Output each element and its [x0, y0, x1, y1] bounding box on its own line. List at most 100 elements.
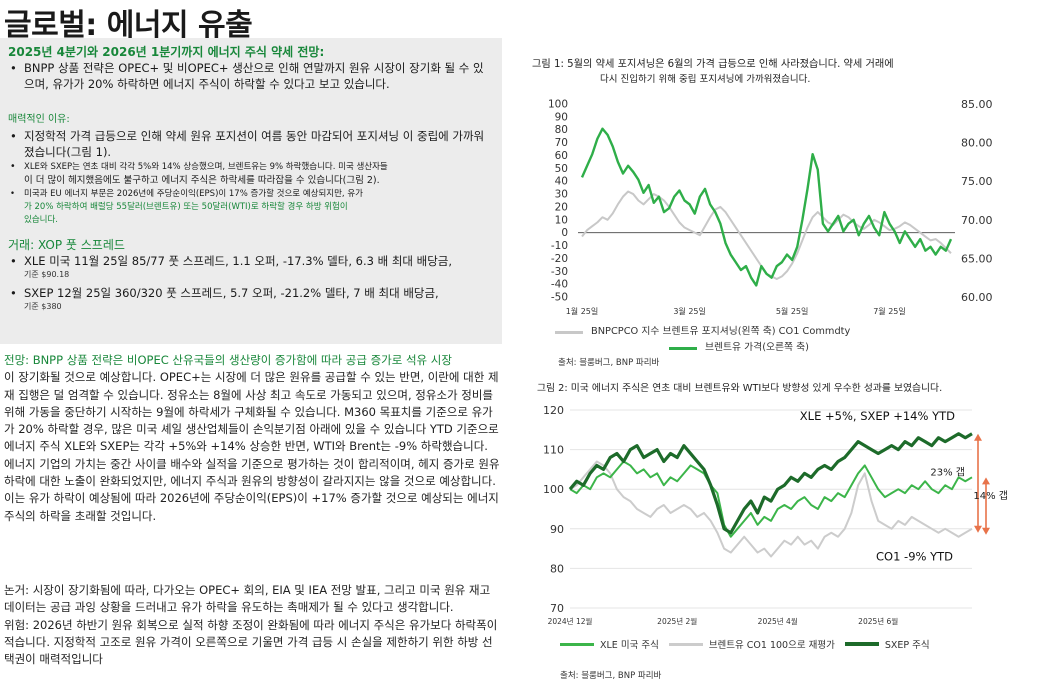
chart1-caption-line2: 다시 진입하기 위해 중립 포지셔닝에 가까워졌습니다. [600, 74, 811, 85]
chart2-y-tick: 70 [550, 602, 564, 615]
chart1-x-tick: 3월 25일 [673, 306, 706, 316]
chart1-y-left-tick: 30 [555, 189, 568, 201]
chart2-legend-brent: 브렌트유 CO1 100으로 재평가 [668, 637, 835, 651]
chart2-y-tick: 110 [543, 444, 564, 457]
reason-1: 지정학적 가격 급등으로 인해 약세 원유 포지션이 여름 동안 마감되어 포지… [8, 128, 494, 160]
chart2-x-tick: 2025년 6월 [858, 616, 898, 626]
reason-2: XLE와 SXEP는 연초 대비 각각 5%와 14% 상승했으며, 브렌트유는… [8, 160, 494, 188]
chart2-legend: XLE 미국 주식 브렌트유 CO1 100으로 재평가 SXEP 주식 [560, 637, 930, 651]
chart2-y-tick: 100 [543, 483, 564, 496]
chart1-y-left-tick: 0 [561, 227, 568, 239]
reason-2-line2: 이 더 많이 헤지했음에도 불구하고 에너지 주식은 하락세를 따라잡을 수 있… [24, 175, 380, 186]
legend-label-xle: XLE 미국 주식 [600, 640, 659, 651]
chart1-legend-positioning: BNPCPCO 지수 브렌트유 포지셔닝(왼쪽 축) CO1 Commdty [555, 324, 1015, 340]
chart1-x-tick: 1월 25일 [566, 306, 599, 316]
chart1-y-left-tick: -40 [551, 279, 568, 291]
chart1-y-left-tick: 90 [555, 111, 568, 123]
trade-heading: 거래: XOP 풋 스프레드 [8, 238, 125, 252]
risk-text: 위험: 2026년 하반기 원유 회복으로 실적 하향 조정이 완화됨에 따라 … [4, 617, 498, 667]
outlook-box: 2025년 4분기와 2026년 1분기까지 에너지 주식 약세 전망: BNP… [0, 38, 502, 344]
rationale-text: 논거: 시장이 장기화됨에 따라, 다가오는 OPEC+ 회의, EIA 및 I… [4, 583, 491, 615]
chart2-xle-line [569, 460, 973, 538]
chart1-legend-price: 브렌트유 가격(오른쪽 축) [555, 340, 1015, 356]
reason-3: 미국과 EU 에너지 부문은 2026년에 주당순이익(EPS)이 17% 증가… [8, 188, 494, 227]
chart1-y-left-tick: 50 [555, 163, 568, 175]
chart1-x-tick: 7월 25일 [873, 306, 906, 316]
chart2-gap23-label: 23% 갭 [930, 466, 965, 478]
chart2-annotation-bottom: CO1 -9% YTD [876, 549, 953, 563]
attractive-heading: 매력적인 이유: [8, 114, 70, 125]
trade-2-note: 기준 $380 [24, 302, 62, 311]
chart2-gap14-label: 14% 갭 [973, 490, 1008, 502]
chart1-y-right-tick: 70.00 [961, 214, 993, 227]
chart2-y-tick: 90 [550, 523, 564, 536]
chart1-y-left-tick: 20 [555, 201, 568, 213]
chart1-price-line [580, 127, 953, 287]
chart1-y-left-tick: 10 [555, 214, 568, 226]
chart1-y-left-tick: 80 [555, 124, 568, 136]
chart2-y-tick: 80 [550, 562, 564, 575]
legend-swatch-xle [560, 642, 594, 646]
reason-3-line1: 미국과 EU 에너지 부문은 2026년에 주당순이익(EPS)이 17% 증가… [24, 189, 363, 199]
legend-swatch-sxep [844, 642, 879, 646]
view-lead: 전망: BNPP 상품 전략은 비OPEC 산유국들의 생산량이 증가함에 따라… [4, 353, 452, 367]
chart1-y-left-tick: 60 [555, 150, 568, 162]
legend-label-price: 브렌트유 가격(오른쪽 축) [705, 342, 810, 353]
chart2-legend-sxep: SXEP 주식 [844, 637, 930, 651]
chart1-y-left-tick: -50 [551, 292, 568, 304]
chart1-y-left-tick: -20 [551, 253, 568, 265]
chart2-y-tick: 120 [543, 404, 564, 417]
chart2-x-tick: 2025년 4월 [758, 616, 798, 626]
chart2-gap23-arrow-head-bottom [974, 525, 982, 533]
trade-1: XLE 미국 11월 25일 85/77 풋 스프레드, 1.1 오퍼, -17… [8, 253, 494, 281]
chart2-brent-line [569, 460, 973, 558]
view-paragraph: 전망: BNPP 상품 전략은 비OPEC 산유국들의 생산량이 증가함에 따라… [4, 352, 502, 525]
legend-label-sxep: SXEP 주식 [884, 640, 930, 651]
chart1-y-right-tick: 60.00 [961, 291, 993, 304]
reason-3-line2: 가 20% 하락하여 배럴당 55달러(브렌트유) 또는 50달러(WTI)로 … [24, 202, 348, 212]
outlook-list: BNPP 상품 전략은 OPEC+ 및 비OPEC+ 생산으로 인해 연말까지 … [8, 60, 494, 92]
chart1-caption-line1: 그림 1: 5월의 약세 포지셔닝은 6월의 가격 급등으로 인해 사라졌습니다… [532, 59, 894, 70]
chart1-y-left-tick: 70 [555, 137, 568, 149]
outlook-bullet: BNPP 상품 전략은 OPEC+ 및 비OPEC+ 생산으로 인해 연말까지 … [8, 60, 494, 92]
chart2-source: 출처: 블룸버그, BNP 파리바 [560, 671, 662, 681]
chart2-sxep-line [568, 432, 973, 535]
chart2-x-tick: 2024년 12월 [548, 616, 593, 626]
trade-1-text: XLE 미국 11월 25일 85/77 풋 스프레드, 1.1 오퍼, -17… [24, 254, 453, 268]
legend-swatch-positioning [555, 330, 583, 334]
chart2-x-tick: 2025년 2월 [657, 616, 697, 626]
chart2-gap14-arrow-head-top [982, 477, 990, 485]
chart2-annotation-top: XLE +5%, SXEP +14% YTD [800, 409, 955, 423]
chart1-y-left-tick: -30 [551, 266, 568, 278]
chart1-y-right-tick: 80.00 [961, 137, 993, 150]
legend-label-brent: 브렌트유 CO1 100으로 재평가 [708, 640, 835, 651]
chart1-y-left-tick: -10 [551, 240, 568, 252]
reasons-list: 지정학적 가격 급등으로 인해 약세 원유 포지션이 여름 동안 마감되어 포지… [8, 128, 494, 227]
chart1-y-left-tick: 100 [548, 99, 568, 111]
chart1-caption: 그림 1: 5월의 약세 포지셔닝은 6월의 가격 급등으로 인해 사라졌습니다… [532, 57, 1037, 87]
legend-swatch-price [669, 346, 697, 350]
chart1-source: 출처: 블룸버그, BNP 파리바 [558, 358, 660, 368]
chart1-y-right-tick: 75.00 [961, 175, 993, 188]
chart2-caption: 그림 2: 미국 에너지 주식은 연초 대비 브렌트유와 WTI보다 방향성 있… [537, 383, 943, 394]
trade-2-text: SXEP 12월 25일 360/320 풋 스프레드, 5.7 오퍼, -21… [24, 286, 439, 300]
trade-1-note: 기준 $90.18 [24, 270, 70, 279]
chart2-plot: 70 80 90 100 110 120 2024년 12월 2025년 2월 2025년 4월… [543, 404, 1008, 626]
chart1-y-right-tick: 65.00 [961, 252, 993, 265]
chart2-legend-xle: XLE 미국 주식 [560, 637, 659, 651]
legend-swatch-brent [668, 642, 703, 646]
chart1-y-left-tick: 40 [555, 176, 568, 188]
view-body: 이 장기화될 것으로 예상합니다. OPEC+는 시장에 더 많은 원유를 공급… [4, 370, 500, 523]
page-title: 글로벌: 에너지 유출 [4, 8, 253, 43]
chart1-y-right-tick: 85.00 [961, 98, 993, 111]
trade-list: XLE 미국 11월 25일 85/77 풋 스프레드, 1.1 오퍼, -17… [8, 253, 494, 313]
outlook-heading: 2025년 4분기와 2026년 1분기까지 에너지 주식 약세 전망: [8, 45, 325, 59]
chart1-x-tick: 5월 25일 [776, 306, 809, 316]
rationale-paragraph: 논거: 시장이 장기화됨에 따라, 다가오는 OPEC+ 회의, EIA 및 I… [4, 582, 502, 668]
left-column: 2025년 4분기와 2026년 1분기까지 에너지 주식 약세 전망: BNP… [0, 38, 505, 692]
trade-2: SXEP 12월 25일 360/320 풋 스프레드, 5.7 오퍼, -21… [8, 285, 494, 313]
reason-3-line3: 있습니다. [24, 215, 58, 225]
chart1-legend: BNPCPCO 지수 브렌트유 포지셔닝(왼쪽 축) CO1 Commdty 브… [555, 324, 1015, 356]
legend-label-positioning: BNPCPCO 지수 브렌트유 포지셔닝(왼쪽 축) CO1 Commdty [591, 326, 851, 337]
